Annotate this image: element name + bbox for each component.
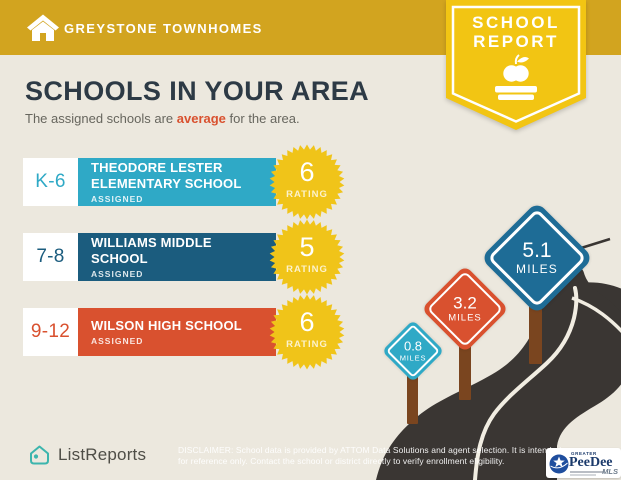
road-main-band: [376, 266, 621, 480]
ribbon-line1: SCHOOL: [472, 13, 560, 32]
school-bar: WILLIAMS MIDDLE SCHOOL ASSIGNED: [78, 233, 276, 281]
distance-unit: MILES: [515, 262, 559, 276]
school-name: WILSON HIGH SCHOOL: [91, 318, 242, 333]
distance-unit: MILES: [399, 353, 427, 363]
rating-badge: 6 RATING: [269, 294, 345, 370]
listreports-house-icon: [30, 445, 49, 465]
rating-label: RATING: [286, 189, 328, 200]
mls-name: PeeDee: [569, 455, 613, 470]
globe-icon: [549, 454, 569, 474]
disclaimer-line2: for reference only. Contact the school o…: [178, 456, 505, 466]
distance-sign-label: 0.8 MILES: [399, 338, 427, 363]
rating-value: 6: [299, 157, 315, 187]
rating-value: 5: [299, 232, 315, 262]
grade-range-badge: 9-12: [23, 308, 78, 356]
rating-badge: 5 RATING: [269, 219, 345, 295]
ribbon-text: SCHOOL REPORT: [446, 13, 586, 51]
rating-label: RATING: [286, 264, 328, 275]
peedee-mls-logo: GREATER PeeDee MLS: [546, 448, 621, 478]
apple-icon: [503, 54, 529, 82]
assigned-label: ASSIGNED: [91, 336, 144, 346]
assigned-label: ASSIGNED: [91, 269, 144, 279]
subtitle-suffix: for the area.: [225, 111, 300, 126]
disclaimer-line1: DISCLAIMER: School data is provided by A…: [178, 445, 562, 455]
mls-fine-print: [570, 474, 596, 476]
distance-value: 0.8: [403, 338, 423, 354]
distance-value: 5.1: [522, 239, 552, 262]
school-name: THEODORE LESTER ELEMENTARY SCHOOL: [91, 160, 242, 191]
rating-badge: 6 RATING: [269, 144, 345, 220]
road-center-line-main: [473, 286, 579, 480]
mls-fine-print: [570, 471, 604, 473]
listreports-logo: ListReports: [28, 444, 146, 466]
distance-sign-label: 3.2 MILES: [448, 293, 482, 324]
rating-value: 6: [299, 307, 315, 337]
school-bar: WILSON HIGH SCHOOL ASSIGNED: [78, 308, 276, 356]
page-title: SCHOOLS IN YOUR AREA: [25, 76, 370, 106]
assigned-label: ASSIGNED: [91, 194, 144, 204]
distance-sign-label: 5.1 MILES: [515, 239, 559, 277]
mls-top-label: GREATER: [571, 451, 597, 456]
school-row-elementary: K-6 THEODORE LESTER ELEMENTARY SCHOOL AS…: [23, 158, 276, 206]
grade-range-badge: 7-8: [23, 233, 78, 281]
listreports-wordmark: ListReports: [58, 445, 147, 464]
ribbon-line2: REPORT: [473, 32, 559, 51]
school-row-high: 9-12 WILSON HIGH SCHOOL ASSIGNED: [23, 308, 276, 356]
school-name: WILLIAMS MIDDLE SCHOOL: [91, 235, 212, 266]
books-icon: [495, 86, 537, 100]
property-name: GREYSTONE TOWNHOMES: [64, 21, 263, 36]
subtitle-highlight: average: [176, 111, 226, 126]
ribbon-graphic: [446, 0, 586, 130]
house-icon: [27, 14, 59, 41]
page-subtitle: The assigned schools are average for the…: [25, 111, 300, 126]
school-report-ribbon: SCHOOL REPORT: [446, 0, 586, 132]
sign-post: [407, 372, 418, 424]
sign-post: [459, 342, 471, 400]
school-row-middle: 7-8 WILLIAMS MIDDLE SCHOOL ASSIGNED: [23, 233, 276, 281]
rating-label: RATING: [286, 339, 328, 350]
school-bar: THEODORE LESTER ELEMENTARY SCHOOL ASSIGN…: [78, 158, 276, 206]
road-illustration: [376, 237, 621, 480]
distance-unit: MILES: [448, 312, 482, 324]
subtitle-prefix: The assigned schools are: [25, 111, 177, 126]
grade-range-badge: K-6: [23, 158, 78, 206]
sign-post: [529, 306, 542, 364]
distance-value: 3.2: [453, 293, 477, 313]
mls-suffix: MLS: [602, 467, 618, 476]
